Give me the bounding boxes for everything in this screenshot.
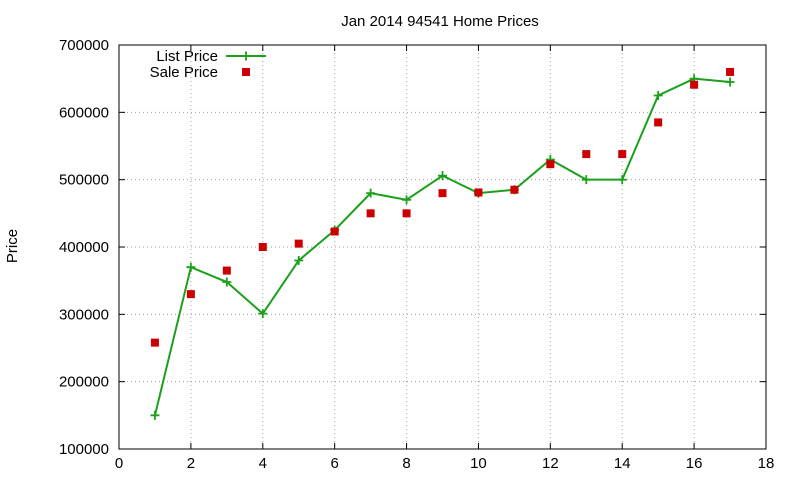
data-point	[474, 188, 483, 197]
data-point	[294, 239, 303, 248]
data-point	[402, 209, 411, 218]
data-point	[150, 338, 159, 347]
grid	[119, 45, 766, 449]
data-point	[726, 67, 735, 76]
legend-marker	[242, 68, 250, 76]
data-point	[186, 290, 195, 299]
y-tick-label: 500000	[59, 172, 109, 189]
legend-label: Sale Price	[150, 64, 218, 81]
axis-ticks: 0 2 4 6 8 10 12 14 16 18 100000 200000 300000 400000 5…	[59, 37, 774, 472]
data-point	[330, 227, 339, 236]
chart-title: Jan 2014 94541 Home Prices	[341, 13, 539, 30]
series-list-price	[150, 74, 735, 420]
y-tick-label: 300000	[59, 306, 109, 323]
data-point	[294, 255, 304, 265]
data-point	[150, 410, 160, 420]
y-tick-label: 700000	[59, 37, 109, 54]
y-axis-label: Price	[4, 229, 21, 263]
data-point	[222, 277, 232, 287]
data-point	[222, 266, 231, 275]
data-point	[402, 195, 412, 205]
data-point	[258, 309, 268, 319]
legend-label: List Price	[156, 48, 218, 65]
x-tick-label: 8	[402, 455, 410, 472]
data-point	[725, 77, 735, 87]
y-tick-label: 100000	[59, 441, 109, 458]
data-point	[618, 150, 627, 159]
data-point	[366, 209, 375, 218]
data-point	[582, 150, 591, 159]
series-sale-price	[150, 67, 735, 347]
x-tick-label: 2	[187, 455, 195, 472]
x-tick-label: 6	[330, 455, 338, 472]
data-point	[366, 188, 376, 198]
data-point	[653, 91, 663, 100]
data-point	[581, 175, 591, 185]
x-tick-label: 14	[614, 455, 631, 472]
y-tick-label: 600000	[59, 104, 109, 121]
x-tick-label: 18	[758, 455, 775, 472]
data-point	[186, 262, 196, 272]
x-tick-label: 10	[470, 455, 487, 472]
y-tick-label: 400000	[59, 239, 109, 256]
x-tick-label: 0	[115, 455, 123, 472]
series	[150, 67, 735, 420]
data-point	[438, 171, 447, 181]
x-tick-label: 4	[259, 455, 267, 472]
plot-frame	[118, 44, 767, 450]
data-point	[438, 189, 447, 198]
data-point	[510, 185, 519, 194]
x-tick-label: 16	[686, 455, 703, 472]
data-point	[690, 80, 699, 89]
y-tick-label: 200000	[59, 374, 109, 391]
data-point	[617, 175, 627, 185]
data-point	[546, 160, 555, 169]
data-point	[654, 118, 663, 127]
x-tick-label: 12	[542, 455, 559, 472]
data-point	[258, 243, 267, 251]
legend-marker	[241, 51, 251, 61]
